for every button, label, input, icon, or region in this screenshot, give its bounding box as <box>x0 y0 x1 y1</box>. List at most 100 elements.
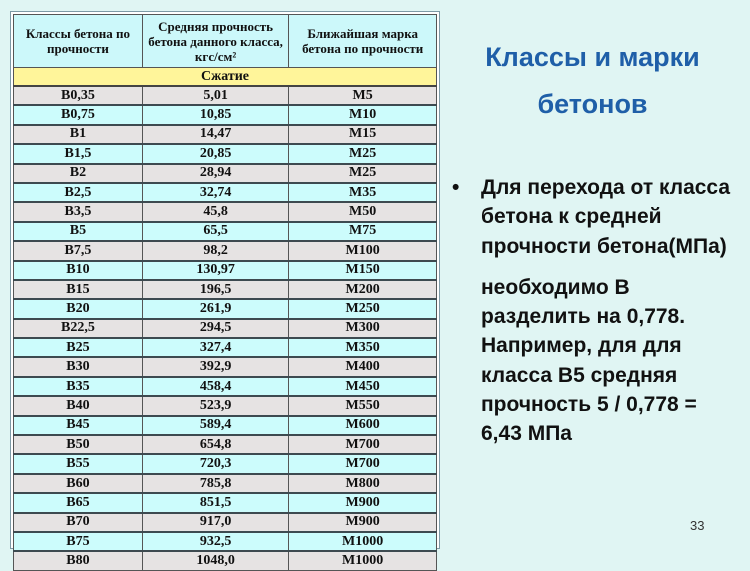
cell-class: B0,35 <box>13 84 143 106</box>
cell-strength: 654,8 <box>141 434 290 455</box>
cell-class: B7,5 <box>13 240 143 262</box>
table-row: B75 932,5 M1000 <box>13 530 437 552</box>
cell-class: B20 <box>13 298 143 320</box>
cell-strength: 932,5 <box>141 530 290 552</box>
cell-grade: M300 <box>288 317 437 339</box>
table-row: B30 392,9 M400 <box>13 356 437 378</box>
header-class: Классы бетона по прочности <box>13 14 143 68</box>
cell-class: B60 <box>13 472 143 494</box>
cell-class: B30 <box>13 356 143 378</box>
table-row: B10 130,97 M150 <box>13 259 437 281</box>
cell-class: B0,75 <box>13 104 143 126</box>
cell-class: B75 <box>13 530 143 552</box>
cell-class: B25 <box>13 337 143 358</box>
cell-grade: M25 <box>288 143 437 165</box>
cell-class: B15 <box>13 278 143 300</box>
cell-class: B10 <box>13 259 143 281</box>
cell-class: B2 <box>13 162 143 184</box>
cell-strength: 589,4 <box>141 414 290 436</box>
cell-grade: M700 <box>288 434 437 455</box>
cell-grade: M10 <box>288 104 437 126</box>
cell-class: B2,5 <box>13 181 143 203</box>
table-row: B45 589,4 M600 <box>13 414 437 436</box>
cell-strength: 32,74 <box>141 181 290 203</box>
cell-strength: 261,9 <box>141 298 290 320</box>
table-row: B15 196,5 M200 <box>13 278 437 300</box>
cell-strength: 20,85 <box>141 143 290 165</box>
cell-strength: 130,97 <box>141 259 290 281</box>
cell-class: B70 <box>13 511 143 533</box>
cell-grade: M550 <box>288 395 437 417</box>
table-row: B5 65,5 M75 <box>13 220 437 242</box>
cell-class: B50 <box>13 434 143 455</box>
cell-strength: 392,9 <box>141 356 290 378</box>
table-row: B0,75 10,85 M10 <box>13 104 437 126</box>
header-strength: Средняя прочность бетона данного класса,… <box>141 14 290 68</box>
cell-class: B5 <box>13 220 143 242</box>
cell-strength: 14,47 <box>141 123 290 145</box>
cell-grade: M700 <box>288 453 437 475</box>
cell-grade: M250 <box>288 298 437 320</box>
cell-grade: M200 <box>288 278 437 300</box>
cell-strength: 196,5 <box>141 278 290 300</box>
cell-strength: 523,9 <box>141 395 290 417</box>
cell-strength: 294,5 <box>141 317 290 339</box>
cell-grade: M75 <box>288 220 437 242</box>
slide-title: Классы и марки бетонов <box>485 42 700 119</box>
cell-class: B45 <box>13 414 143 436</box>
section-row: Сжатие <box>13 67 437 87</box>
cell-class: B40 <box>13 395 143 417</box>
table-row: B50 654,8 M700 <box>13 434 437 455</box>
cell-grade: M350 <box>288 337 437 358</box>
cell-grade: M35 <box>288 181 437 203</box>
table-row: B25 327,4 M350 <box>13 337 437 358</box>
cell-strength: 5,01 <box>141 84 290 106</box>
cell-grade: M150 <box>288 259 437 281</box>
cell-class: B1,5 <box>13 143 143 165</box>
table-row: B70 917,0 M900 <box>13 511 437 533</box>
cell-class: B65 <box>13 492 143 514</box>
table-row: B65 851,5 M900 <box>13 492 437 514</box>
table-row: B0,35 5,01 M5 <box>13 84 437 106</box>
cell-grade: M800 <box>288 472 437 494</box>
cell-class: B55 <box>13 453 143 475</box>
cell-grade: M450 <box>288 375 437 397</box>
paragraph-2: необходимо В разделить на 0,778. Наприме… <box>481 275 697 446</box>
table-row: B40 523,9 M550 <box>13 395 437 417</box>
bullet-icon: • <box>452 176 460 199</box>
cell-strength: 65,5 <box>141 220 290 242</box>
section-label: Сжатие <box>13 67 437 87</box>
table-row: B20 261,9 M250 <box>13 298 437 320</box>
cell-strength: 458,4 <box>141 375 290 397</box>
cell-grade: M5 <box>288 84 437 106</box>
table-row: B22,5 294,5 M300 <box>13 317 437 339</box>
slide-number: 33 <box>690 518 705 533</box>
table-row: B1 14,47 M15 <box>13 123 437 145</box>
cell-grade: M400 <box>288 356 437 378</box>
cell-strength: 28,94 <box>141 162 290 184</box>
table-row: B60 785,8 M800 <box>13 472 437 494</box>
table-row: B2,5 32,74 M35 <box>13 181 437 203</box>
header-grade: Ближайшая марка бетона по прочности <box>288 14 437 68</box>
table-row: B55 720,3 M700 <box>13 453 437 475</box>
cell-grade: M600 <box>288 414 437 436</box>
table-row: B1,5 20,85 M25 <box>13 143 437 165</box>
table-row: B35 458,4 M450 <box>13 375 437 397</box>
cell-grade: M15 <box>288 123 437 145</box>
table-row: B3,5 45,8 M50 <box>13 201 437 223</box>
cell-strength: 327,4 <box>141 337 290 358</box>
cell-grade: M900 <box>288 492 437 514</box>
paragraph-1: Для перехода от класса бетона к средней … <box>481 176 731 258</box>
cell-strength: 917,0 <box>141 511 290 533</box>
cell-class: B22,5 <box>13 317 143 339</box>
cell-strength: 45,8 <box>141 201 290 223</box>
cell-grade: M50 <box>288 201 437 223</box>
cell-grade: M900 <box>288 511 437 533</box>
cell-class: B35 <box>13 375 143 397</box>
table-row: B7,5 98,2 M100 <box>13 240 437 262</box>
cell-strength: 851,5 <box>141 492 290 514</box>
cell-strength: 785,8 <box>141 472 290 494</box>
cell-grade: M100 <box>288 240 437 262</box>
cell-strength: 10,85 <box>141 104 290 126</box>
cell-class: B1 <box>13 123 143 145</box>
